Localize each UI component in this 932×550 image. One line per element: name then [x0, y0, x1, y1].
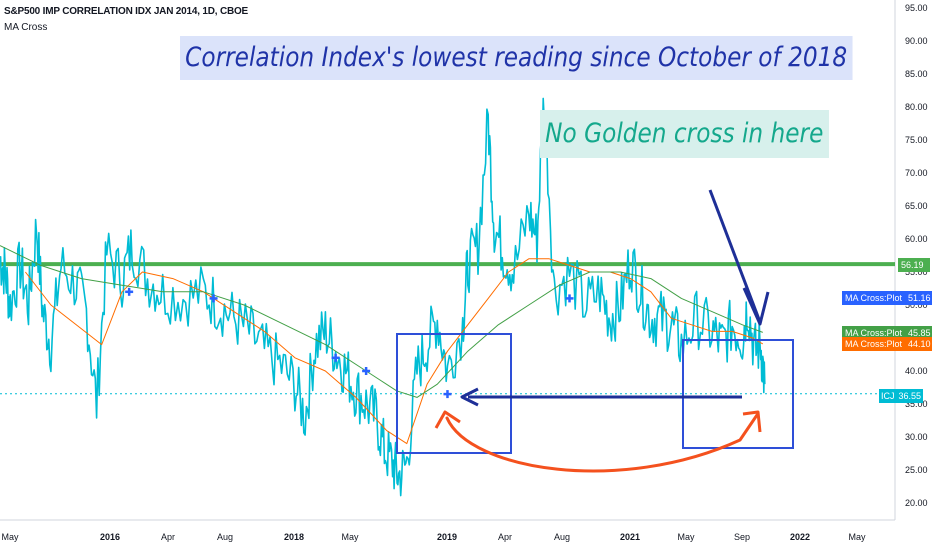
ma-plot-label-3: MA Cross:Plot 44.10	[842, 337, 932, 351]
y-tick-label: 30.00	[905, 432, 928, 442]
resistance-line	[0, 262, 895, 395]
x-tick-label: Aug	[554, 532, 570, 542]
ma-cross-marker	[209, 294, 218, 303]
level-price-tag: 56.19	[898, 258, 930, 272]
x-tick-label: May	[1, 532, 19, 542]
curve-arrow-head-icon	[434, 410, 461, 429]
x-tick-label: 2019	[437, 532, 457, 542]
ma-plot-name: MA Cross:Plot	[845, 293, 903, 303]
icj-price-tag: ICJ 36.55	[879, 389, 924, 403]
icj-symbol: ICJ	[881, 391, 895, 401]
ma-plot-label-2: MA Cross:Plot 45.85	[842, 326, 932, 340]
x-tick-label: May	[677, 532, 695, 542]
series-layer	[0, 97, 766, 497]
y-tick-label: 90.00	[905, 36, 928, 46]
x-tick-label: 2022	[790, 532, 810, 542]
y-tick-label: 40.00	[905, 366, 928, 376]
curved-arrow[interactable]	[445, 413, 759, 473]
x-tick-label: Apr	[498, 532, 512, 542]
x-tick-label: Aug	[217, 532, 233, 542]
headline-annotation[interactable]: Correlation Index's lowest reading since…	[180, 36, 853, 80]
x-tick-label: 2021	[620, 532, 640, 542]
ma-cross-marker	[565, 294, 574, 303]
drawing-overlay	[396, 189, 794, 473]
ma-plot-value: 44.10	[908, 339, 931, 349]
x-tick-label: Sep	[734, 532, 750, 542]
ma-cross-marker	[443, 390, 452, 399]
y-tick-label: 80.00	[905, 102, 928, 112]
ma-plot-name: MA Cross:Plot	[845, 339, 903, 349]
icj-value: 36.55	[898, 391, 922, 401]
ma-cross-marker	[331, 353, 340, 362]
y-tick-label: 50.00	[905, 300, 928, 310]
x-tick-label: May	[848, 532, 866, 542]
ma-plot-value: 45.85	[908, 328, 931, 338]
series-line-ma-fast	[25, 258, 764, 445]
pointer-arrow[interactable]	[708, 189, 762, 323]
arrow-head-icon	[742, 287, 770, 326]
x-tick-label: May	[341, 532, 359, 542]
series-line-ma-slow	[0, 245, 763, 398]
y-tick-label: 60.00	[905, 234, 928, 244]
symbol-title: S&P500 IMP CORRELATION IDX JAN 2014, 1D,…	[4, 6, 249, 17]
highlight-box-2021[interactable]	[682, 339, 794, 449]
y-tick-label: 20.00	[905, 498, 928, 508]
y-tick-label: 65.00	[905, 201, 928, 211]
y-tick-label: 95.00	[905, 3, 928, 13]
indicator-label[interactable]: MA Cross	[4, 22, 48, 33]
y-tick-label: 55.00	[905, 267, 928, 277]
x-tick-label: 2016	[100, 532, 120, 542]
ma-plot-name: MA Cross:Plot	[845, 328, 903, 338]
ma-cross-marker	[125, 287, 134, 296]
ma-cross-marker	[362, 367, 371, 375]
y-tick-label: 70.00	[905, 168, 928, 178]
highlight-box-2018[interactable]	[396, 333, 512, 454]
y-tick-label: 75.00	[905, 135, 928, 145]
y-tick-label: 35.00	[905, 399, 928, 409]
x-tick-label: 2018	[284, 532, 304, 542]
ma-plot-label-1: MA Cross:Plot 51.16	[842, 291, 932, 305]
curve-arrow-head-icon	[742, 410, 762, 433]
ma-plot-value: 51.16	[908, 293, 931, 303]
y-tick-label: 25.00	[905, 465, 928, 475]
x-tick-label: Apr	[161, 532, 175, 542]
golden-cross-annotation[interactable]: No Golden cross in here	[540, 110, 829, 158]
y-tick-label: 85.00	[905, 69, 928, 79]
arrow-head-icon	[460, 387, 479, 407]
series-line-icj	[0, 97, 766, 497]
